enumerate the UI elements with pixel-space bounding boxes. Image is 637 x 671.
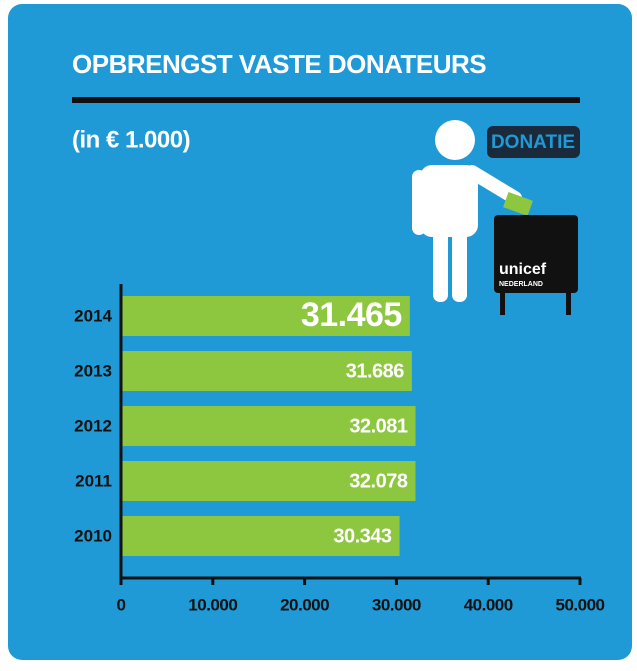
bar — [121, 406, 416, 446]
value-label: 30.343 — [333, 525, 392, 547]
y-tick-label: 2010 — [74, 526, 112, 545]
ballot-box — [494, 215, 578, 293]
title-rule — [72, 97, 580, 103]
bar — [121, 461, 416, 501]
value-label: 32.081 — [349, 415, 408, 437]
donation-badge — [487, 126, 580, 158]
y-tick-label: 2013 — [74, 361, 112, 380]
x-tick-label: 50.000 — [556, 595, 605, 614]
bar — [121, 516, 400, 556]
x-tick-label: 30.000 — [372, 595, 421, 614]
y-tick-label: 2012 — [74, 416, 112, 435]
badge-label: DONATIE — [491, 132, 575, 153]
bar — [121, 351, 412, 391]
chart-subtitle: (in € 1.000) — [72, 126, 190, 153]
y-tick-label: 2014 — [74, 306, 112, 325]
value-label: 31.465 — [301, 296, 402, 334]
chart-title: OPBRENGST VASTE DONATEURS — [72, 49, 486, 79]
x-tick-label: 20.000 — [280, 595, 329, 614]
box-leg — [500, 293, 505, 315]
x-tick-label: 10.000 — [188, 595, 237, 614]
value-label: 31.686 — [346, 360, 405, 382]
value-label: 32.078 — [349, 470, 408, 492]
logo-text: unicef — [499, 261, 547, 278]
x-tick-label: 0 — [117, 595, 126, 614]
y-tick-label: 2011 — [75, 471, 112, 490]
bar — [121, 296, 410, 336]
donor-icon — [412, 120, 533, 302]
logo-subtext: NEDERLAND — [499, 281, 543, 288]
box-leg — [566, 293, 571, 315]
x-tick-label: 40.000 — [464, 595, 513, 614]
